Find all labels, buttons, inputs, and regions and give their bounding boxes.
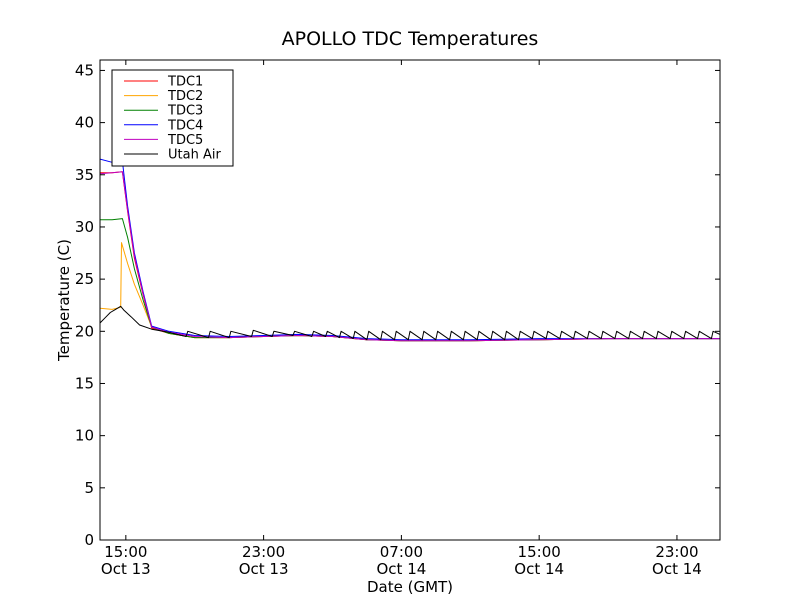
x-tick-label-time: 15:00: [518, 543, 561, 561]
legend-label: TDC4: [167, 118, 203, 133]
x-tick-label-time: 23:00: [242, 543, 285, 561]
y-tick-label: 45: [75, 61, 94, 79]
series-line-tdc5: [100, 171, 720, 342]
x-tick-label-time: 07:00: [380, 543, 423, 561]
x-tick-label-date: Oct 13: [101, 560, 151, 578]
y-tick-label: 30: [75, 218, 94, 236]
legend-frame: [111, 69, 234, 167]
series-layer: [100, 158, 720, 342]
legend-label: TDC1: [167, 75, 203, 90]
x-tick-label-date: Oct 14: [514, 560, 564, 578]
y-tick-label: 5: [84, 479, 94, 497]
series-line-tdc4: [100, 158, 720, 341]
x-tick-label-time: 23:00: [655, 543, 698, 561]
y-axis-label: Temperature (C): [55, 239, 73, 362]
x-tick-label-date: Oct 14: [652, 560, 702, 578]
y-tick-label: 10: [75, 427, 94, 445]
chart-title: APOLLO TDC Temperatures: [282, 28, 539, 50]
y-tick-label: 15: [75, 374, 94, 392]
y-tick-label: 20: [75, 322, 94, 340]
series-line-utah-air: [100, 305, 720, 341]
x-tick-label-time: 15:00: [104, 543, 147, 561]
y-tick-label: 35: [75, 166, 94, 184]
plot-frame: [99, 59, 721, 541]
y-axis: 0 5 10 15 20 25 30 35 40 45: [75, 61, 720, 549]
x-tick-label-date: Oct 13: [239, 560, 289, 578]
x-tick-label-date: Oct 14: [376, 560, 426, 578]
legend-label: TDC2: [167, 89, 203, 104]
y-tick-label: 0: [84, 531, 94, 549]
legend-label: Utah Air: [168, 148, 221, 163]
x-axis-label: Date (GMT): [367, 578, 453, 596]
legend-label: TDC3: [167, 104, 203, 119]
legend-label: TDC5: [167, 133, 203, 148]
y-tick-label: 25: [75, 270, 94, 288]
y-tick-label: 40: [75, 114, 94, 132]
